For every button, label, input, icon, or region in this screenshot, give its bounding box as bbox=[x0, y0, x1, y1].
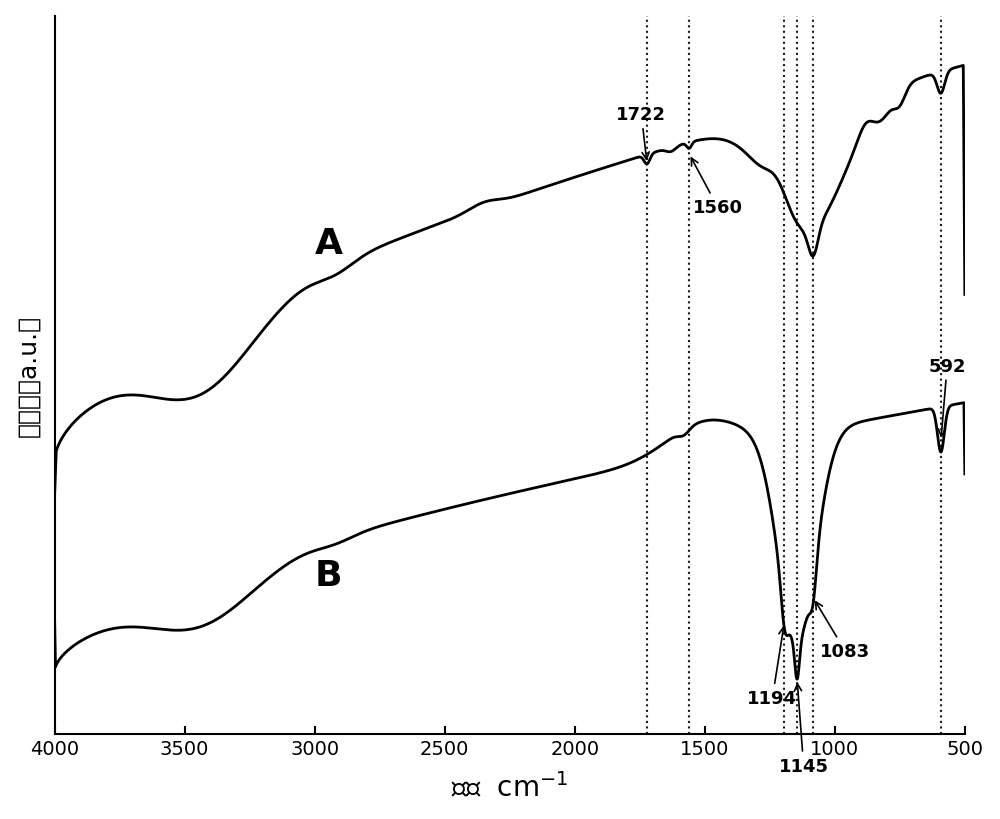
Text: 1083: 1083 bbox=[816, 602, 870, 660]
Text: B: B bbox=[315, 559, 342, 592]
Text: 1722: 1722 bbox=[616, 106, 666, 161]
Text: 1145: 1145 bbox=[779, 684, 829, 775]
Y-axis label: 透光率（a.u.）: 透光率（a.u.） bbox=[17, 314, 41, 437]
Text: A: A bbox=[315, 227, 343, 261]
Text: 1194: 1194 bbox=[747, 627, 797, 707]
Text: 592: 592 bbox=[928, 357, 966, 437]
X-axis label: 波数  cm$^{-1}$: 波数 cm$^{-1}$ bbox=[451, 772, 568, 803]
Text: 1560: 1560 bbox=[691, 159, 743, 217]
